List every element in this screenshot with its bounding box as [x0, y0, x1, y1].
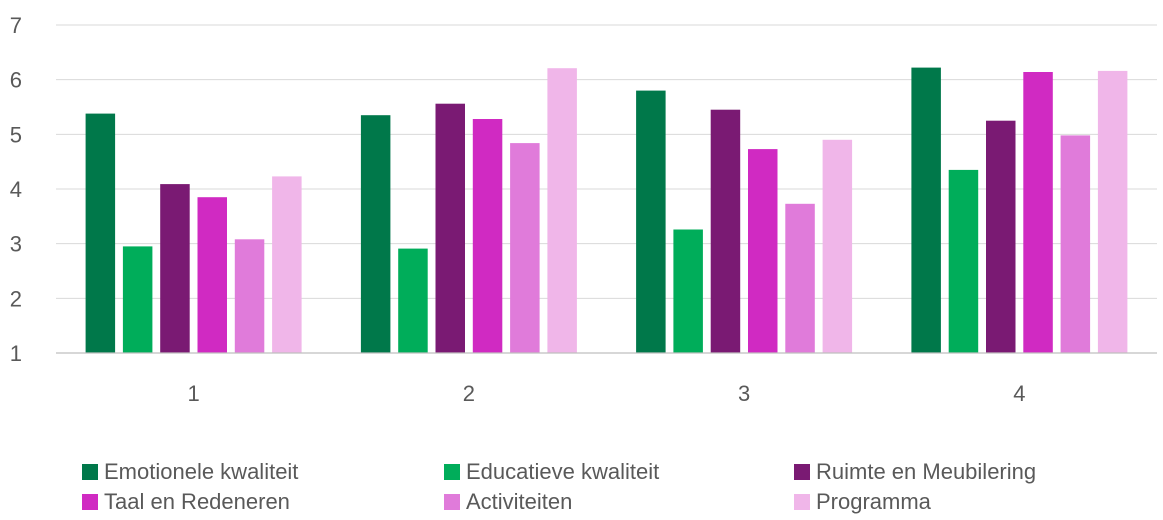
legend-item: Educatieve kwaliteit	[444, 458, 794, 486]
legend-label: Activiteiten	[466, 489, 573, 514]
legend-label: Ruimte en Meubilering	[816, 459, 1037, 484]
bar	[122, 246, 153, 353]
y-tick-label: 2	[10, 286, 22, 311]
y-axis-ticks: 1 2 3 4 5 6 7	[10, 13, 22, 366]
y-tick-label: 6	[10, 68, 22, 93]
bar	[360, 115, 391, 353]
y-tick-label: 7	[10, 13, 22, 38]
x-tick-label: 4	[1013, 381, 1025, 406]
bar	[986, 120, 1016, 353]
bar-chart: 1 2 3 4 5 6 7 1 2 3 4	[10, 13, 1157, 406]
y-tick-label: 4	[10, 177, 22, 202]
legend-item: Taal en Redeneren	[82, 488, 444, 516]
bar	[948, 169, 979, 353]
bar	[234, 239, 265, 353]
chart-legend: Emotionele kwaliteit Educatieve kwaliteit…	[82, 458, 1157, 516]
bar	[822, 139, 853, 353]
legend-item: Emotionele kwaliteit	[82, 458, 444, 486]
x-tick-label: 1	[188, 381, 200, 406]
legend-label: Taal en Redeneren	[104, 489, 290, 514]
y-tick-label: 3	[10, 232, 22, 257]
x-axis-ticks: 1 2 3 4	[188, 381, 1026, 406]
legend-swatch	[444, 464, 460, 480]
bar	[673, 229, 703, 353]
legend-label: Educatieve kwaliteit	[466, 459, 660, 484]
bar	[636, 90, 666, 353]
bar	[547, 68, 577, 353]
legend-label: Programma	[816, 489, 931, 514]
legend-item: Ruimte en Meubilering	[794, 458, 1154, 486]
legend-swatch	[794, 464, 810, 480]
y-tick-label: 1	[10, 341, 22, 366]
bar	[748, 149, 778, 353]
bar	[160, 184, 190, 353]
bar	[435, 103, 465, 353]
bar	[710, 109, 741, 353]
bars	[85, 67, 1128, 354]
legend-swatch	[444, 494, 460, 510]
y-tick-label: 5	[10, 122, 22, 147]
bar	[911, 67, 941, 353]
bar	[1023, 72, 1053, 353]
bar	[398, 248, 428, 353]
legend-swatch	[794, 494, 810, 510]
bar	[785, 203, 815, 353]
bar	[197, 197, 227, 353]
bar	[85, 113, 116, 353]
bar	[1097, 70, 1128, 354]
legend-item: Activiteiten	[444, 488, 794, 516]
bar	[510, 143, 540, 353]
legend-label: Emotionele kwaliteit	[104, 459, 299, 484]
x-tick-label: 3	[738, 381, 750, 406]
legend-swatch	[82, 494, 98, 510]
legend-swatch	[82, 464, 98, 480]
bar	[1060, 135, 1091, 353]
x-tick-label: 2	[463, 381, 475, 406]
bar	[472, 119, 503, 353]
bar	[272, 176, 302, 353]
legend-item: Programma	[794, 488, 1154, 516]
